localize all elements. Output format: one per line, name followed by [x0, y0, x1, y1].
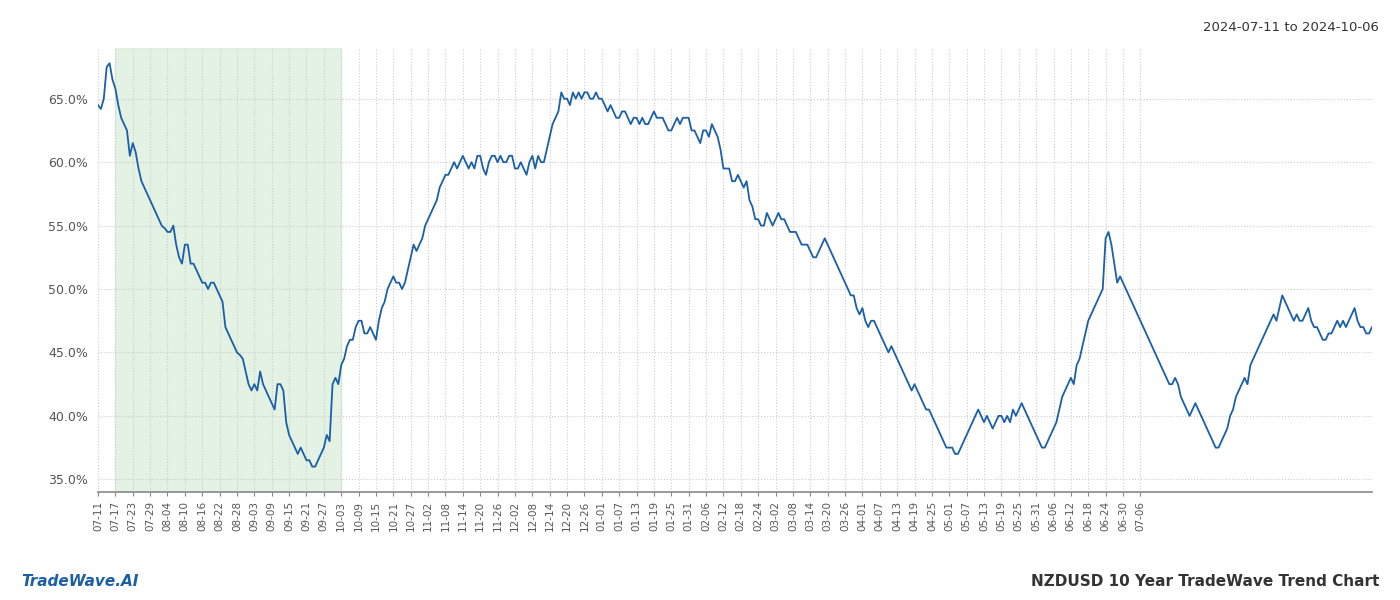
Text: NZDUSD 10 Year TradeWave Trend Chart: NZDUSD 10 Year TradeWave Trend Chart — [1030, 574, 1379, 589]
Text: TradeWave.AI: TradeWave.AI — [21, 574, 139, 589]
Bar — [115, 48, 342, 492]
Text: 2024-07-11 to 2024-10-06: 2024-07-11 to 2024-10-06 — [1203, 21, 1379, 34]
